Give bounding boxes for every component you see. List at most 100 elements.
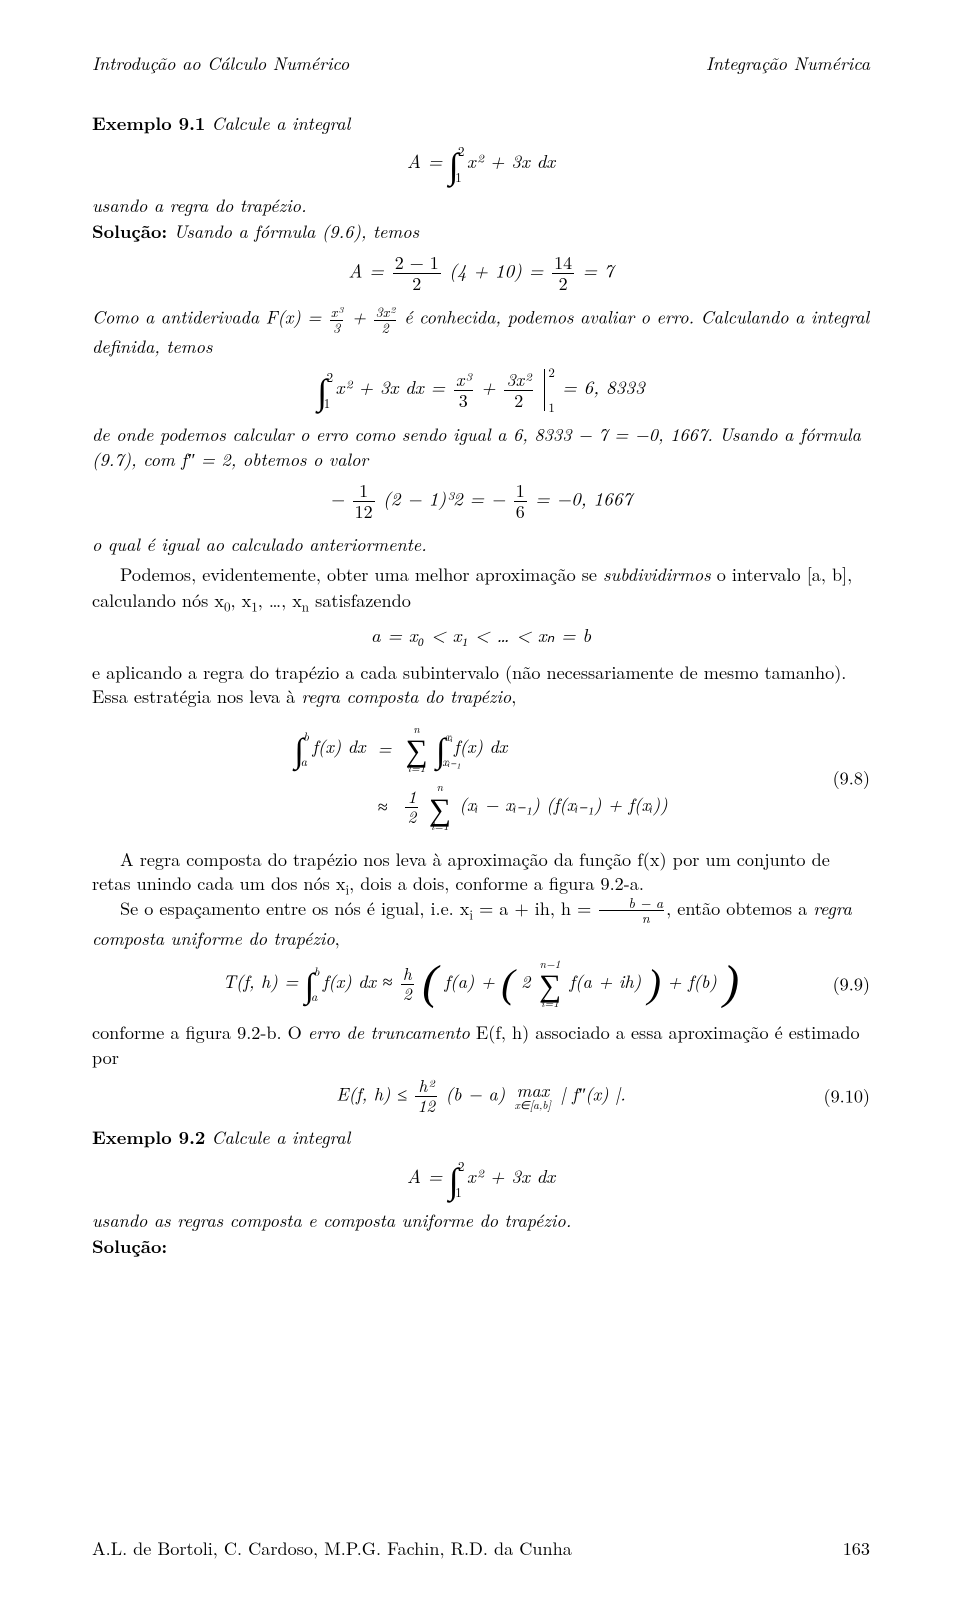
fraction: b − an <box>597 896 666 925</box>
eq-text: (b − a) <box>446 1081 506 1106</box>
eq-Tf: T(f, h) = ∫ b a f(x) dx ≈ h 2 ( f(a) + (… <box>92 959 870 1009</box>
text: , dois a dois, conforme a figura 9.2-a. <box>349 870 644 896</box>
int-lb: 1 <box>324 396 331 409</box>
t2-line2: e aplicando a regra do trapézio a cada s… <box>92 660 870 710</box>
eq-error: − 1 12 (2 − 1)³2 = − 1 6 = −0, 1667 <box>92 482 870 521</box>
eq-text: = 7 <box>583 257 614 284</box>
eval-bot: 1 <box>548 398 554 415</box>
footer-authors: A.L. de Bortoli, C. Cardoso, M.P.G. Fach… <box>92 1536 572 1561</box>
eq-text: A = <box>348 257 390 284</box>
summation-icon: n ∑ i=1 <box>429 782 451 832</box>
sum-bot: i=1 <box>539 998 561 1009</box>
frac-den: 12 <box>415 1097 437 1115</box>
sum-bot: i=1 <box>429 821 451 832</box>
int-lb: 1 <box>455 170 462 183</box>
fraction: 3x² 2 <box>502 371 535 410</box>
int-ub: 2 <box>458 1159 465 1172</box>
fraction: 2 − 1 2 <box>391 254 443 293</box>
eq-text: (2 − 1)³2 = − <box>383 485 505 512</box>
eq-number: (9.9) <box>833 972 870 997</box>
eq-text: E(f, h) ≤ <box>336 1081 413 1106</box>
eq-text: x² + 3x dx <box>467 1162 555 1189</box>
t3-line1: A regra composta do trapézio nos leva à … <box>92 847 870 896</box>
text: Podemos, evidentemente, obter uma melhor… <box>120 561 603 587</box>
eq-text: f(a + ih) <box>570 969 642 994</box>
summation-icon: n−1 ∑ i=1 <box>539 959 561 1009</box>
eq-composite: ∫ b a f(x) dx = n ∑ i=1 ∫ xᵢ xᵢ₋₁ <box>92 720 870 837</box>
text-em: erro de truncamento <box>308 1020 470 1045</box>
summation-icon: n ∑ i=1 <box>405 724 427 774</box>
eq-text: x² + 3x dx <box>467 147 555 174</box>
fraction: h² 12 <box>413 1078 439 1116</box>
eq-A-integral-1: A = ∫ 2 1 x² + 3x dx <box>92 146 870 182</box>
eval-bar-icon: 2 1 <box>544 369 545 411</box>
eq-text: (xᵢ − xᵢ₋₁) (f(xᵢ₋₁) + f(xᵢ)) <box>459 792 667 817</box>
text: Se o espaçamento entre os nós é igual, i… <box>120 895 469 921</box>
int-ub: xᵢ <box>445 730 453 742</box>
ex1-using-line: usando a regra do trapézio. <box>92 194 870 219</box>
frac-den: 3 <box>330 321 344 335</box>
example-9-2-heading: Exemplo 9.2 Calcule a integral <box>92 1125 870 1151</box>
eq-text: A = <box>407 147 443 174</box>
eq-text: (4 + 10) = <box>449 257 550 284</box>
integral-sign-icon: ∫ 2 1 <box>317 372 327 408</box>
page: Introdução ao Cálculo Numérico Integraçã… <box>0 0 960 1603</box>
footer-page-number: 163 <box>843 1536 870 1561</box>
frac-den: n <box>599 911 664 925</box>
frac-den: 2 <box>405 808 418 826</box>
integral-sign-icon: ∫ b a <box>294 732 303 767</box>
eq-text: = −0, 1667 <box>535 485 632 512</box>
sum-bot: i=1 <box>405 763 427 774</box>
fraction: 1 12 <box>351 482 377 521</box>
solution-prefix: Solução: <box>92 1233 167 1259</box>
text: , então obtemos a <box>666 895 813 921</box>
max-cond: x∈[a,b] <box>515 1100 551 1111</box>
eq-text: ≈ <box>372 778 398 836</box>
int-lb: a <box>311 990 317 1002</box>
t2-line1: Podemos, evidentemente, obter uma melhor… <box>92 562 870 612</box>
example-label: Exemplo 9.1 <box>92 110 205 136</box>
text: + <box>345 305 372 330</box>
running-head-left: Introdução ao Cálculo Numérico <box>92 52 349 77</box>
text: , <box>511 683 516 709</box>
ex1-solution-line: Solução: Usando a fórmula (9.6), temos <box>92 219 870 245</box>
big-paren-icon: ( <box>422 965 438 1003</box>
eq-A-calc: A = 2 − 1 2 (4 + 10) = 14 2 = 7 <box>92 254 870 293</box>
eval-top: 2 <box>548 363 554 380</box>
ex2-solution-line: Solução: <box>92 1234 870 1259</box>
text: , …, x <box>258 587 302 613</box>
big-paren-icon: ) <box>723 965 739 1003</box>
text: conforme a figura 9.2-b. O <box>92 1019 308 1045</box>
int-ub: b <box>303 730 309 742</box>
fraction: h 2 <box>399 966 416 1004</box>
eq-text: = <box>372 720 398 778</box>
fraction: x³3 <box>328 305 346 334</box>
int-ub: b <box>314 965 320 977</box>
text-em: regra composta do trapézio <box>301 684 511 709</box>
int-ub: 2 <box>327 370 334 383</box>
t1-line3: o qual é igual ao calculado anteriorment… <box>92 533 870 558</box>
text-em: subdividirmos <box>603 562 711 587</box>
frac-den: 2 <box>393 274 441 293</box>
frac-den: 12 <box>353 502 375 521</box>
eq-A-integral-2: A = ∫ 2 1 x² + 3x dx <box>92 1161 870 1197</box>
integral-sign-icon: ∫ b a <box>305 967 314 1002</box>
integral-sign-icon: ∫ xᵢ xᵢ₋₁ <box>436 732 445 767</box>
int-lb: a <box>301 755 307 767</box>
eq-text: | f″(x) |. <box>561 1081 626 1106</box>
example-text: Calcule a integral <box>211 111 350 136</box>
t3-line2: Se o espaçamento entre os nós é igual, i… <box>92 896 870 951</box>
eq-defint: ∫ 2 1 x² + 3x dx = x³ 3 + 3x² 2 2 1 = 6,… <box>92 369 870 411</box>
example-label: Exemplo 9.2 <box>92 1124 205 1150</box>
eq-text: 2 <box>521 969 530 994</box>
text: = a + ih, h = <box>473 895 597 921</box>
int-lb: xᵢ₋₁ <box>442 755 461 767</box>
eq-number: (9.10) <box>824 1084 871 1109</box>
fraction: x³ 3 <box>452 371 475 410</box>
eq-text: T(f, h) = <box>223 969 305 994</box>
integral-sign-icon: ∫ 2 1 <box>449 1161 459 1197</box>
int-ub: 2 <box>458 144 465 157</box>
fraction: 1 2 <box>403 789 420 827</box>
eq-text: x² + 3x dx = <box>336 373 452 400</box>
eq-text: a = x₀ < x₁ < … < xₙ = b <box>371 621 591 648</box>
